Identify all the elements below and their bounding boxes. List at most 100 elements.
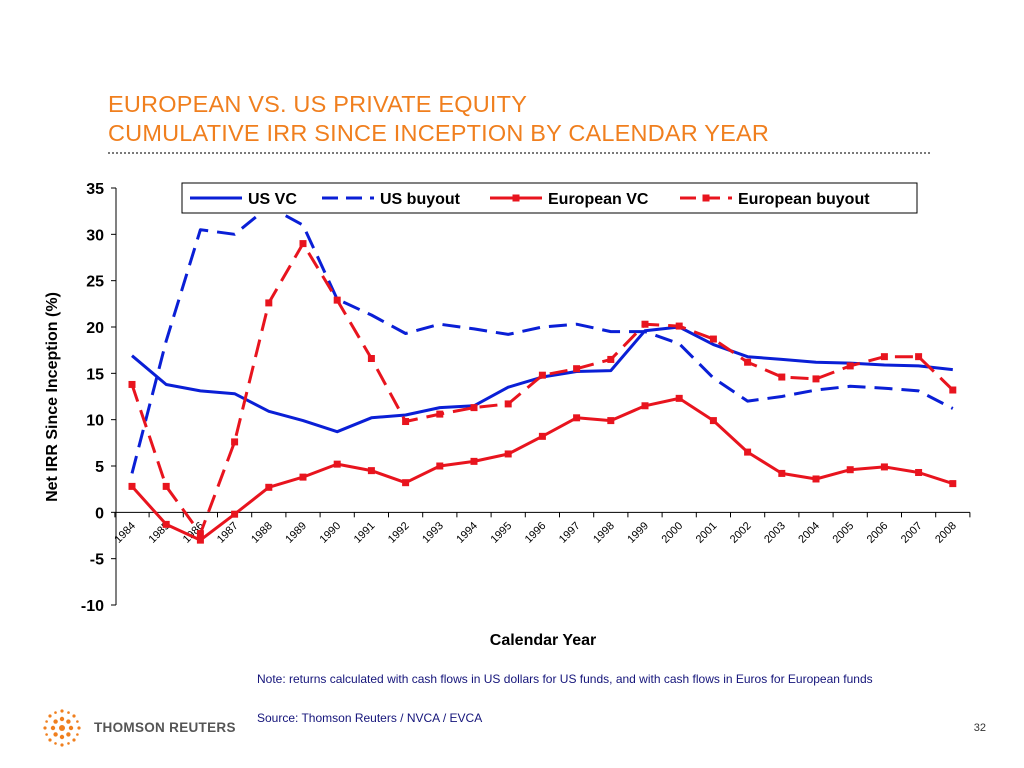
- data-point-european-vc: [367, 467, 375, 475]
- y-tick-label: 15: [86, 366, 104, 383]
- data-point-european-buyout: [915, 353, 923, 361]
- data-point-european-vc: [231, 510, 239, 518]
- data-point-european-buyout: [162, 482, 170, 490]
- slide-title: EUROPEAN VS. US PRIVATE EQUITY CUMULATIV…: [108, 90, 769, 148]
- x-tick-label: 1987: [215, 520, 241, 546]
- data-point-european-vc: [573, 414, 581, 422]
- data-point-european-buyout: [846, 362, 854, 370]
- x-tick-label: 1996: [523, 520, 549, 546]
- legend-label-us-buyout: US buyout: [380, 191, 461, 208]
- data-point-european-buyout: [367, 355, 375, 363]
- y-tick-label: 0: [95, 505, 104, 522]
- reuters-dots-icon: [43, 709, 81, 747]
- data-point-european-buyout: [641, 320, 649, 328]
- legend-marker-european-vc: [512, 194, 520, 202]
- data-point-european-buyout: [744, 358, 752, 366]
- data-point-european-vc: [915, 468, 923, 476]
- x-tick-label: 2003: [762, 520, 788, 546]
- x-tick-label: 2002: [728, 520, 754, 546]
- data-point-european-buyout: [299, 240, 307, 248]
- data-point-european-buyout: [675, 322, 683, 330]
- data-point-european-vc: [880, 463, 888, 471]
- data-point-european-buyout: [470, 404, 478, 412]
- legend-marker-european-buyout: [702, 194, 710, 202]
- x-tick-label: 2001: [694, 520, 720, 546]
- y-tick-label: 5: [95, 459, 104, 476]
- data-point-european-buyout: [231, 438, 239, 446]
- data-point-european-vc: [162, 520, 170, 528]
- data-point-european-vc: [607, 417, 615, 425]
- data-point-european-buyout: [504, 400, 512, 408]
- x-tick-label: 1992: [386, 520, 412, 546]
- legend-label-european-buyout: European buyout: [738, 191, 870, 208]
- data-point-european-vc: [470, 457, 478, 465]
- data-point-european-buyout: [880, 353, 888, 361]
- legend-box: [181, 182, 918, 214]
- data-point-european-buyout: [607, 355, 615, 363]
- series-line-us-vc: [131, 325, 953, 434]
- x-tick-label: 1989: [283, 520, 309, 546]
- data-point-european-buyout: [333, 296, 341, 304]
- data-point-european-buyout: [812, 375, 820, 383]
- x-tick-label: 2005: [831, 520, 857, 546]
- x-tick-label: 1990: [318, 520, 344, 546]
- logo-text: THOMSON REUTERS: [94, 720, 236, 735]
- data-point-european-buyout: [402, 418, 410, 426]
- data-point-european-vc: [778, 469, 786, 477]
- data-point-european-vc: [846, 466, 854, 474]
- legend-label-us-vc: US VC: [248, 191, 297, 208]
- data-point-european-buyout: [265, 299, 273, 307]
- chart-source: Source: Thomson Reuters / NVCA / EVCA: [257, 711, 483, 725]
- data-point-european-vc: [402, 479, 410, 487]
- data-point-european-vc: [504, 450, 512, 458]
- data-point-european-buyout: [196, 530, 204, 538]
- data-point-european-vc: [641, 402, 649, 410]
- x-tick-label: 1998: [591, 520, 617, 546]
- x-tick-label: 1991: [352, 520, 378, 546]
- chart-note: Note: returns calculated with cash flows…: [257, 672, 873, 686]
- data-point-european-buyout: [573, 365, 581, 373]
- data-point-european-vc: [196, 536, 204, 544]
- data-point-european-vc: [299, 473, 307, 481]
- series-line-european-vc: [130, 396, 954, 542]
- data-point-european-vc: [949, 480, 957, 488]
- x-tick-label: 1994: [454, 520, 480, 546]
- y-tick-label: 10: [86, 413, 104, 430]
- x-tick-label: 1997: [557, 520, 583, 546]
- data-point-european-buyout: [436, 410, 444, 418]
- title-divider: [108, 152, 930, 154]
- data-point-european-vc: [675, 394, 683, 402]
- y-tick-label: 35: [86, 181, 104, 198]
- data-point-european-vc: [265, 483, 273, 491]
- x-tick-label: 2000: [660, 520, 686, 546]
- data-point-european-buyout: [709, 335, 717, 343]
- y-tick-label: -5: [90, 552, 104, 569]
- page-number: 32: [973, 722, 986, 734]
- data-point-european-buyout: [949, 386, 957, 394]
- x-tick-label: 2004: [796, 520, 822, 546]
- data-point-european-buyout: [538, 371, 546, 379]
- data-point-european-vc: [744, 448, 752, 456]
- y-tick-label: -10: [81, 598, 104, 615]
- x-tick-label: 1995: [489, 520, 515, 546]
- data-point-european-vc: [538, 432, 546, 440]
- data-point-european-vc: [709, 417, 717, 425]
- slide-title-line-1: EUROPEAN VS. US PRIVATE EQUITY: [108, 91, 528, 117]
- x-tick-label: 2006: [865, 520, 891, 546]
- x-tick-label: 2007: [899, 520, 925, 546]
- x-tick-label: 1988: [249, 520, 275, 546]
- x-tick-label: 1999: [625, 520, 651, 546]
- data-point-european-vc: [128, 482, 136, 490]
- data-point-european-vc: [436, 462, 444, 470]
- slide-title-line-2: CUMULATIVE IRR SINCE INCEPTION BY CALEND…: [108, 120, 770, 146]
- data-point-european-vc: [333, 460, 341, 468]
- legend-label-european-vc: European VC: [548, 191, 649, 208]
- x-tick-label: 1993: [420, 520, 446, 546]
- data-point-european-buyout: [778, 373, 786, 381]
- data-point-european-buyout: [128, 380, 136, 388]
- y-axis-title: Net IRR Since Inception (%): [44, 292, 61, 502]
- y-tick-label: 25: [86, 274, 104, 291]
- x-axis-title: Calendar Year: [490, 632, 596, 649]
- x-tick-label: 2008: [933, 520, 959, 546]
